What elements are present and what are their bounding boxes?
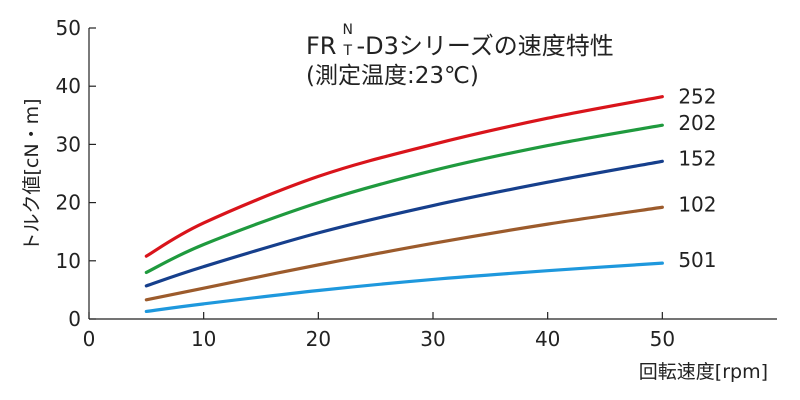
y-tick-label: 30 [56, 132, 81, 156]
series-line-202 [144, 123, 664, 275]
y-tick-label: 0 [68, 307, 81, 331]
chart-subtitle: (測定温度:23℃) [306, 63, 479, 89]
y-tick-label: 10 [56, 249, 81, 273]
axes [88, 27, 777, 320]
chart-title-main: FR [306, 32, 336, 60]
series-line-252 [144, 95, 664, 258]
series-label-202: 202 [678, 111, 716, 135]
x-tick-label: 20 [306, 327, 331, 351]
x-tick-label: 10 [191, 327, 216, 351]
series-label-152: 152 [678, 146, 716, 170]
y-tick-labels: 0 10 20 30 40 50 [56, 16, 81, 331]
x-axis-label: 回転速度[rpm] [639, 361, 768, 383]
x-tick-label: 30 [420, 327, 445, 351]
series-label-102: 102 [678, 192, 716, 216]
chart-title: FR N T -D3シリーズの速度特性 [306, 22, 614, 60]
series-label-252: 252 [678, 85, 716, 109]
series-line-102 [144, 205, 664, 302]
series-label-501: 501 [678, 248, 716, 272]
y-tick-label: 50 [56, 16, 81, 40]
chart-title-superscript: N [342, 22, 352, 38]
y-tick-label: 40 [56, 74, 81, 98]
y-axis-label: トルク値[cN・m] [21, 99, 43, 252]
series-line-501 [144, 261, 664, 314]
x-tick-label: 0 [83, 327, 96, 351]
chart-title-subscript: T [342, 43, 352, 59]
x-tick-label: 40 [535, 327, 560, 351]
x-tick-label: 50 [650, 327, 675, 351]
x-tick-labels: 0 10 20 30 40 50 [83, 327, 675, 351]
chart-title-rest: -D3シリーズの速度特性 [356, 32, 613, 60]
y-tick-label: 20 [56, 191, 81, 215]
series-lines [144, 95, 664, 314]
series-line-152 [144, 159, 664, 288]
